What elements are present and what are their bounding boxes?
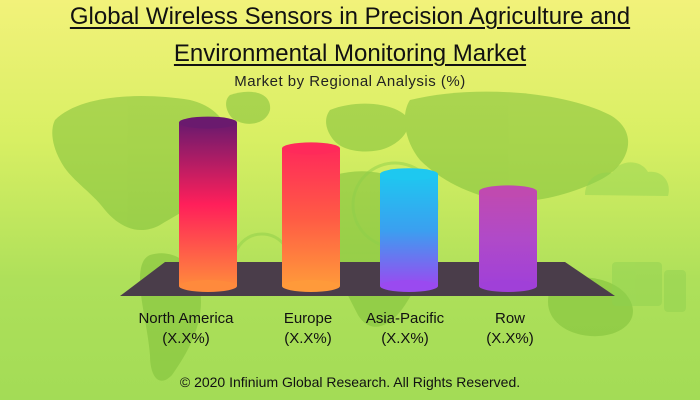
value-label-europe: (X.X%) — [284, 330, 332, 347]
phone-icon — [664, 270, 686, 312]
bar-cap-europe — [282, 142, 340, 155]
map-europe — [326, 103, 409, 152]
bar-europe — [282, 148, 340, 286]
cloud-icon — [585, 162, 669, 196]
value-label-asia-pacific: (X.X%) — [381, 330, 429, 347]
bars-group — [179, 116, 537, 292]
bar-cap-asia-pacific — [380, 168, 438, 181]
category-label-europe: Europe — [283, 310, 333, 327]
bar-cap-row — [479, 185, 537, 198]
copyright-footer: © 2020 Infinium Global Research. All Rig… — [179, 374, 521, 390]
bar-base-row — [479, 280, 537, 292]
bar-row — [479, 191, 537, 286]
map-asia — [404, 91, 629, 202]
chart-subtitle: Market by Regional Analysis (%) — [234, 73, 466, 90]
tablet-icon — [612, 262, 662, 306]
category-label-north-america: North America — [138, 310, 234, 327]
bar-cap-north-america — [179, 116, 237, 129]
bar-base-north-america — [179, 280, 237, 292]
bar-base-asia-pacific — [380, 280, 438, 292]
category-label-row: Row — [494, 310, 525, 327]
bar-asia-pacific — [380, 174, 438, 286]
chart-title-line-2: Environmental Monitoring Market — [173, 40, 527, 67]
value-label-row: (X.X%) — [486, 330, 534, 347]
category-label-asia-pacific: Asia-Pacific — [365, 310, 445, 327]
bar-base-europe — [282, 280, 340, 292]
map-greenland — [226, 91, 271, 124]
chart-title-line-1: Global Wireless Sensors in Precision Agr… — [69, 3, 631, 30]
value-label-north-america: (X.X%) — [162, 330, 210, 347]
bar-north-america — [179, 122, 237, 286]
